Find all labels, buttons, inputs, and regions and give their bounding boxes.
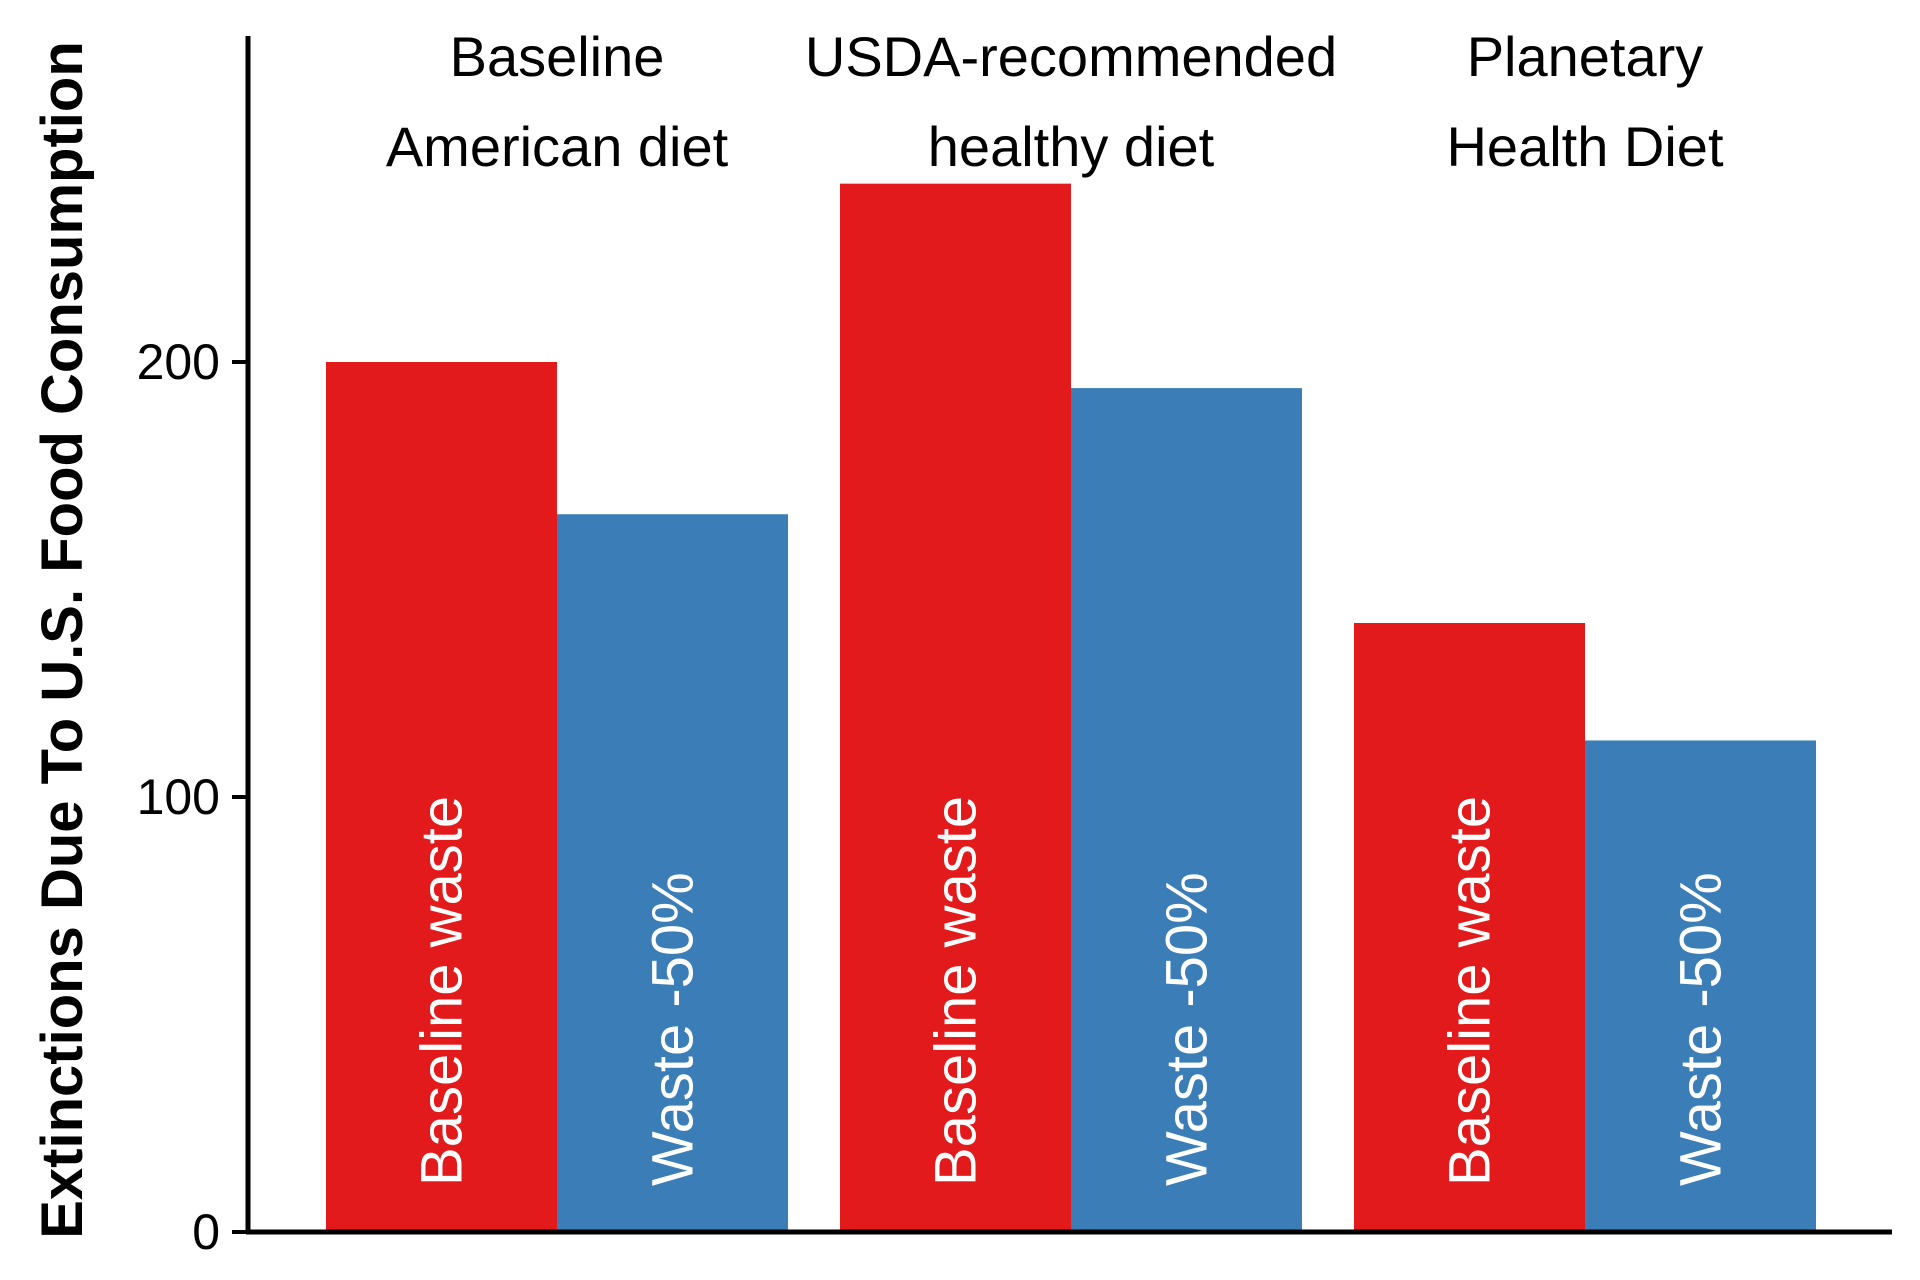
category-label: Baseline American diet xyxy=(386,25,729,178)
bar xyxy=(326,362,557,1232)
y-tick-label: 200 xyxy=(137,334,220,390)
bars-group xyxy=(326,183,1816,1233)
category-label-line: American diet xyxy=(386,115,729,178)
axes-group xyxy=(245,36,1892,1235)
category-label-line: Planetary xyxy=(1467,25,1704,88)
bar xyxy=(1585,740,1816,1232)
y-tick-label: 100 xyxy=(137,769,220,825)
y-axis-title: Extinctions Due To U.S. Food Consumption xyxy=(30,41,95,1239)
bar xyxy=(557,514,788,1232)
y-axis-title-group: Extinctions Due To U.S. Food Consumption xyxy=(30,41,95,1239)
category-label-line: USDA-recommended xyxy=(805,25,1337,88)
bar xyxy=(1354,623,1585,1232)
bar-series-label: Baseline waste xyxy=(924,796,989,1186)
category-label-line: healthy diet xyxy=(928,115,1215,178)
bar-series-label: Baseline waste xyxy=(1438,796,1503,1186)
bar xyxy=(840,183,1071,1232)
category-label: Planetary Health Diet xyxy=(1446,25,1723,178)
bar-series-label: Baseline waste xyxy=(410,796,475,1186)
bar-labels-group: Baseline waste Waste -50% Baseline waste Wa… xyxy=(410,796,1734,1186)
bar xyxy=(1071,388,1302,1233)
y-tick-label: 0 xyxy=(192,1204,220,1260)
category-label-line: Health Diet xyxy=(1446,115,1723,178)
category-labels-group: Baseline American diet USDA-recommended hea… xyxy=(386,25,1724,178)
bar-series-label: Waste -50% xyxy=(1669,872,1734,1186)
bar-series-label: Waste -50% xyxy=(641,872,706,1186)
y-ticks-group: 0 100 200 xyxy=(137,334,248,1260)
bar-series-label: Waste -50% xyxy=(1155,872,1220,1186)
category-label: USDA-recommended healthy diet xyxy=(805,25,1337,178)
category-label-line: Baseline xyxy=(450,25,665,88)
